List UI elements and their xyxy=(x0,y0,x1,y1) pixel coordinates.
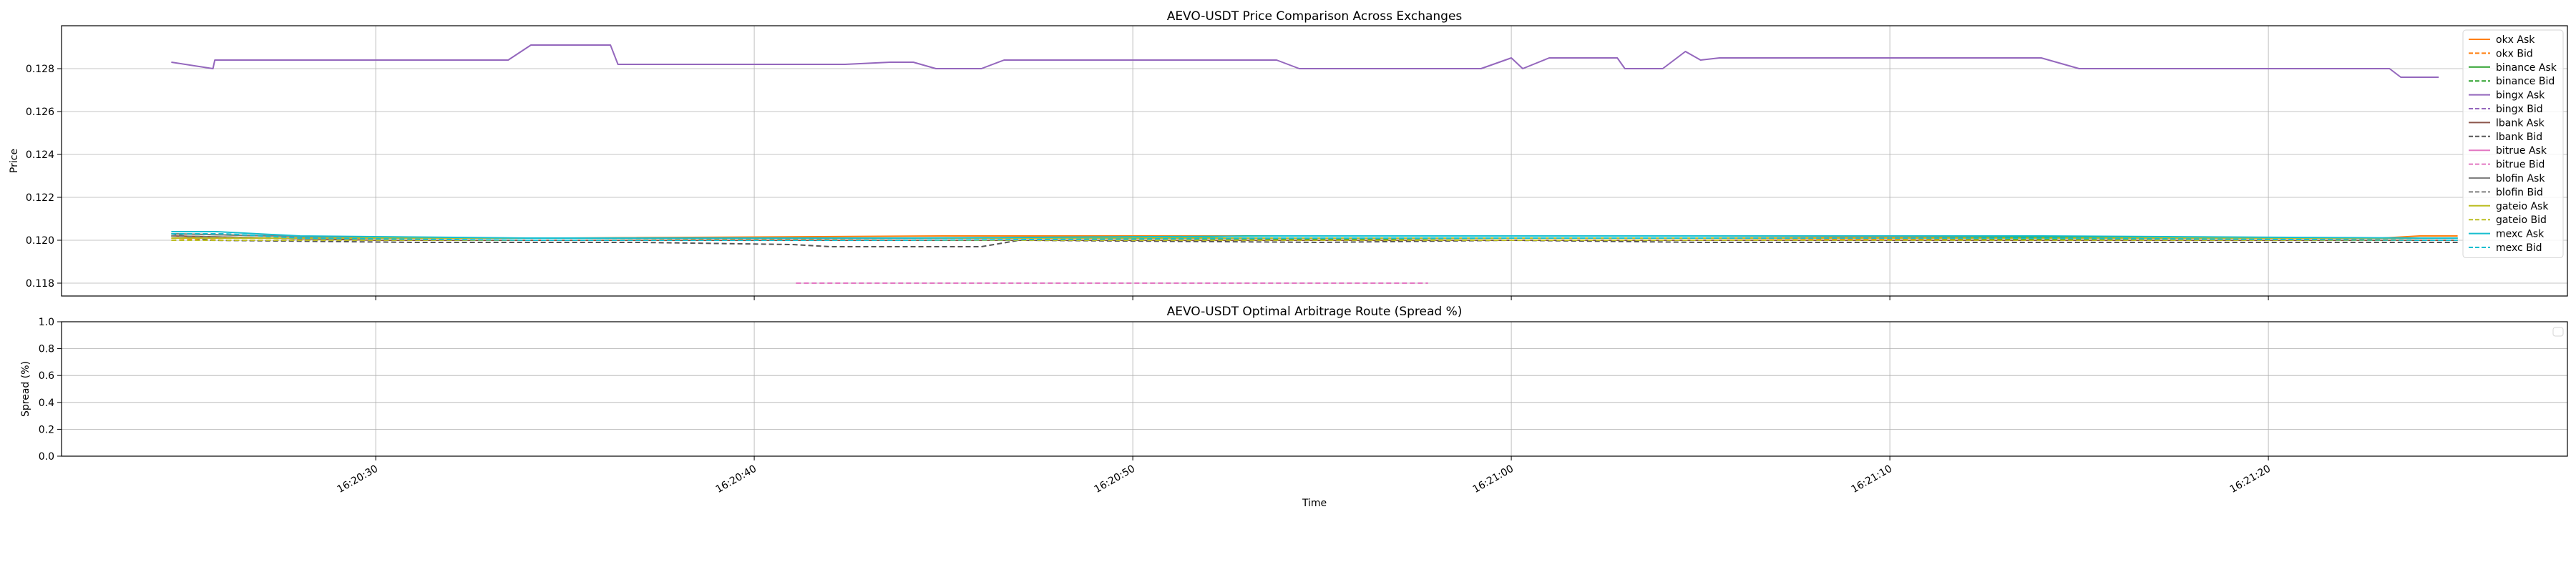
x-tick-label: 16:20:50 xyxy=(1093,463,1137,495)
y-tick-label: 0.122 xyxy=(26,192,54,204)
legend-label: gateio Bid xyxy=(2496,214,2547,226)
spread-chart-title: AEVO-USDT Optimal Arbitrage Route (Sprea… xyxy=(1167,305,1463,319)
legend-label: bitrue Bid xyxy=(2496,159,2545,171)
y-tick-label: 0.118 xyxy=(26,278,54,290)
y-tick-label: 0.120 xyxy=(26,235,54,247)
price-chart-title: AEVO-USDT Price Comparison Across Exchan… xyxy=(1167,9,1463,24)
spread-chart-y-label: Spread (%) xyxy=(20,361,31,417)
price-chart-y-ticks: 0.118 0.120 0.122 0.124 0.126 0.128 xyxy=(26,64,62,290)
y-tick-label: 0.126 xyxy=(26,107,54,118)
y-tick-label: 0.4 xyxy=(39,398,54,409)
legend-label: blofin Ask xyxy=(2496,173,2545,184)
price-chart: 0.118 0.120 0.122 0.124 0.126 0.128 AEVO-USDT… xyxy=(9,9,2568,300)
x-tick-label: 16:20:40 xyxy=(714,463,758,495)
legend-label: lbank Bid xyxy=(2496,132,2542,143)
legend-label: mexc Bid xyxy=(2496,242,2542,254)
y-tick-label: 0.6 xyxy=(39,370,54,382)
spread-chart-x-ticks: 16:20:30 16:20:40 16:20:50 16:21:00 16:21:10… xyxy=(336,456,2273,495)
price-chart-x-ticks xyxy=(375,296,2269,300)
legend-label: okx Ask xyxy=(2496,34,2535,46)
spread-chart-y-ticks: 0.0 0.2 0.4 0.6 0.8 1.0 xyxy=(39,317,62,463)
legend-label: gateio Ask xyxy=(2496,201,2549,212)
y-tick-label: 0.2 xyxy=(39,424,54,435)
spread-chart-x-label: Time xyxy=(1302,498,1327,509)
legend-label: binance Ask xyxy=(2496,62,2557,74)
legend-label: blofin Bid xyxy=(2496,187,2543,198)
legend-label: bingx Ask xyxy=(2496,90,2545,102)
spread-chart-legend-box xyxy=(2552,327,2564,337)
legend-label: mexc Ask xyxy=(2496,229,2545,240)
y-tick-label: 0.124 xyxy=(26,149,54,161)
price-chart-y-label: Price xyxy=(9,149,20,173)
series-line-mexc-bid xyxy=(171,233,2458,241)
price-chart-frame xyxy=(61,25,2568,297)
y-tick-label: 0.0 xyxy=(39,451,54,463)
price-chart-series xyxy=(171,44,2458,284)
legend-box xyxy=(2462,29,2564,258)
spread-chart-frame xyxy=(61,321,2568,457)
series-line-bingx-ask xyxy=(171,44,2439,78)
y-tick-label: 0.8 xyxy=(39,344,54,355)
series-line-mexc-ask xyxy=(171,231,2458,239)
legend-label: bingx Bid xyxy=(2496,104,2543,115)
price-chart-legend: okx Ask okx Bid binance Ask binance Bid bing… xyxy=(2462,29,2564,258)
spread-chart-grid xyxy=(62,321,2567,457)
legend-label: binance Bid xyxy=(2496,76,2555,87)
y-tick-label: 1.0 xyxy=(39,317,54,328)
x-tick-label: 16:20:30 xyxy=(336,463,380,495)
legend-label: okx Bid xyxy=(2496,48,2533,59)
x-tick-label: 16:21:10 xyxy=(1850,463,1894,495)
price-chart-grid xyxy=(62,26,2567,296)
y-tick-label: 0.128 xyxy=(26,64,54,75)
x-tick-label: 16:21:20 xyxy=(2228,463,2273,495)
spread-chart: 0.00.20.40.60.81.0 16:20:30 16:20:40 16:20… xyxy=(20,305,2568,509)
legend-label: lbank Ask xyxy=(2496,117,2545,129)
legend-label: bitrue Ask xyxy=(2496,145,2547,157)
series-line-lbank-bid xyxy=(171,233,2458,247)
x-tick-label: 16:21:00 xyxy=(1471,463,1516,495)
